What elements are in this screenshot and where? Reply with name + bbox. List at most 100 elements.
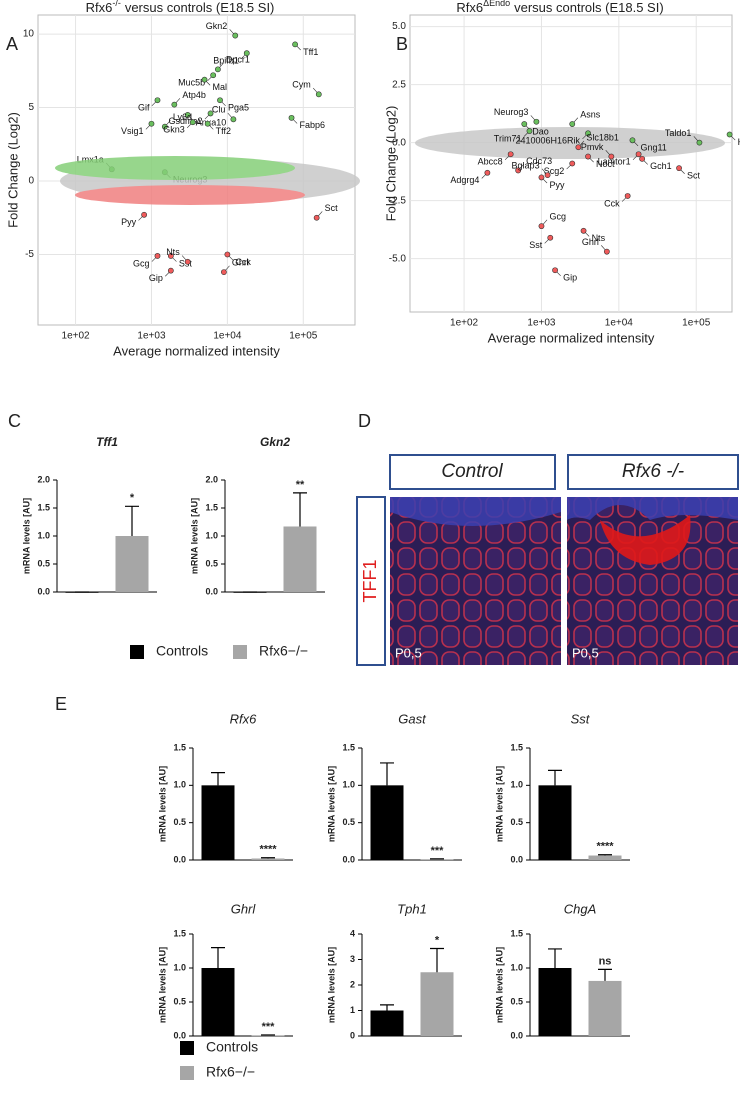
gene-point bbox=[184, 258, 191, 265]
y-tick-label: 0.0 bbox=[510, 854, 523, 864]
chart-title: Sst bbox=[571, 711, 591, 726]
gene-label: Ghrl bbox=[232, 257, 249, 267]
legend-label: Controls bbox=[206, 1039, 258, 1055]
gene-label: Sct bbox=[325, 203, 339, 213]
gene-point bbox=[538, 174, 545, 181]
y-tick-label: 1.0 bbox=[37, 530, 50, 540]
gene-point bbox=[189, 119, 196, 126]
title-superscript: -/- bbox=[112, 0, 121, 8]
y-axis-label: mRNA levels [AU] bbox=[189, 498, 199, 574]
gene-point bbox=[580, 227, 587, 234]
gene-point bbox=[515, 167, 522, 174]
y-tick-label: 0.5 bbox=[510, 817, 523, 827]
gene-point bbox=[207, 110, 214, 117]
chart-title: Rfx6 bbox=[230, 711, 258, 726]
y-tick-label: 0.5 bbox=[510, 996, 523, 1006]
gene-label: Nts bbox=[166, 247, 180, 257]
y-tick-label: 2.0 bbox=[205, 474, 218, 484]
y-tick-label: 2 bbox=[350, 979, 355, 989]
y-tick-label: 4 bbox=[350, 928, 355, 938]
error-bar bbox=[380, 1004, 394, 1011]
title-text: Rfx6 bbox=[86, 0, 113, 15]
column-header: Rfx6 -/- bbox=[622, 461, 684, 482]
y-tick-label: 0.5 bbox=[173, 996, 186, 1006]
gene-label: Gch1 bbox=[650, 161, 672, 171]
gene-point bbox=[484, 169, 491, 176]
bar bbox=[538, 785, 572, 860]
y-tick-label: 1.0 bbox=[173, 962, 186, 972]
panel-letter: A bbox=[6, 34, 18, 54]
gene-point bbox=[521, 121, 528, 127]
column-header: Control bbox=[441, 461, 503, 482]
x-tick-label: 1e+05 bbox=[682, 318, 711, 329]
y-axis-label: mRNA levels [AU] bbox=[326, 766, 336, 842]
gene-point bbox=[526, 128, 533, 134]
y-tick-label: 1.0 bbox=[173, 780, 186, 790]
gene-point bbox=[585, 130, 591, 137]
significance-label: * bbox=[130, 492, 135, 504]
gene-point bbox=[243, 50, 250, 57]
y-tick-label: 1.0 bbox=[510, 780, 523, 790]
y-tick-label: 1.5 bbox=[510, 742, 523, 752]
gene-point bbox=[232, 32, 239, 39]
gene-point bbox=[315, 91, 322, 98]
bar bbox=[251, 1035, 285, 1037]
gene-label: Clu bbox=[212, 105, 226, 115]
y-axis-label: mRNA levels [AU] bbox=[157, 766, 167, 842]
gene-point bbox=[201, 76, 208, 83]
x-tick-label: 1e+03 bbox=[527, 318, 556, 329]
gene-label: Ly6d bbox=[173, 112, 192, 122]
significance-label: **** bbox=[259, 844, 277, 856]
legend-swatch bbox=[130, 645, 144, 659]
chart-title: Ghrl bbox=[231, 901, 257, 916]
panel-letter: E bbox=[55, 694, 67, 714]
chart-title: Rfx6-/- versus controls (E18.5 SI) bbox=[86, 0, 275, 15]
gene-label: Taldo1 bbox=[665, 128, 692, 138]
gene-point bbox=[569, 160, 576, 167]
gene-label: Sct bbox=[687, 171, 701, 181]
gene-label: Vsig1 bbox=[121, 126, 144, 136]
significance-label: *** bbox=[262, 1021, 276, 1033]
gene-point bbox=[624, 193, 631, 199]
x-tick-label: 1e+02 bbox=[62, 331, 91, 342]
x-axis-label: Average normalized intensity bbox=[113, 343, 280, 358]
significance-label: * bbox=[435, 934, 440, 946]
y-tick-label: 1.5 bbox=[173, 742, 186, 752]
y-tick-label: -5 bbox=[25, 249, 34, 260]
y-tick-label: 0.0 bbox=[342, 854, 355, 864]
y-tick-label: -5.0 bbox=[389, 253, 407, 264]
gene-point bbox=[148, 120, 155, 127]
y-tick-label: 5 bbox=[28, 102, 34, 113]
gene-point bbox=[507, 151, 514, 158]
gene-point bbox=[217, 97, 223, 104]
y-tick-label: 1 bbox=[350, 1005, 355, 1015]
gene-point bbox=[221, 269, 227, 276]
bar bbox=[420, 972, 454, 1036]
gene-point bbox=[696, 139, 703, 146]
gene-point bbox=[552, 267, 558, 274]
gene-point bbox=[154, 97, 161, 104]
gene-label: Dpcr1 bbox=[226, 55, 250, 65]
y-axis-label: mRNA levels [AU] bbox=[494, 766, 504, 842]
y-tick-label: 1.0 bbox=[342, 780, 355, 790]
y-tick-label: 0.0 bbox=[205, 586, 218, 596]
gene-point bbox=[292, 41, 298, 48]
bar bbox=[538, 968, 572, 1036]
gene-point bbox=[639, 155, 646, 162]
title-text: Rfx6 bbox=[456, 0, 483, 15]
gene-label: Ghrl bbox=[582, 237, 599, 247]
gene-label: Mal bbox=[213, 82, 228, 92]
error-bar bbox=[293, 492, 307, 527]
gene-label: Gip bbox=[563, 273, 577, 283]
legend-swatch bbox=[233, 645, 247, 659]
y-tick-label: 1.5 bbox=[205, 502, 218, 512]
error-bar bbox=[598, 854, 612, 856]
gene-label: Pga5 bbox=[228, 103, 249, 113]
y-tick-label: 10 bbox=[23, 29, 35, 40]
gene-point bbox=[214, 66, 221, 73]
gene-label: Nts bbox=[592, 233, 606, 243]
x-axis-label: Average normalized intensity bbox=[488, 330, 655, 345]
gene-label: Asns bbox=[580, 109, 601, 119]
y-tick-label: 3 bbox=[350, 954, 355, 964]
